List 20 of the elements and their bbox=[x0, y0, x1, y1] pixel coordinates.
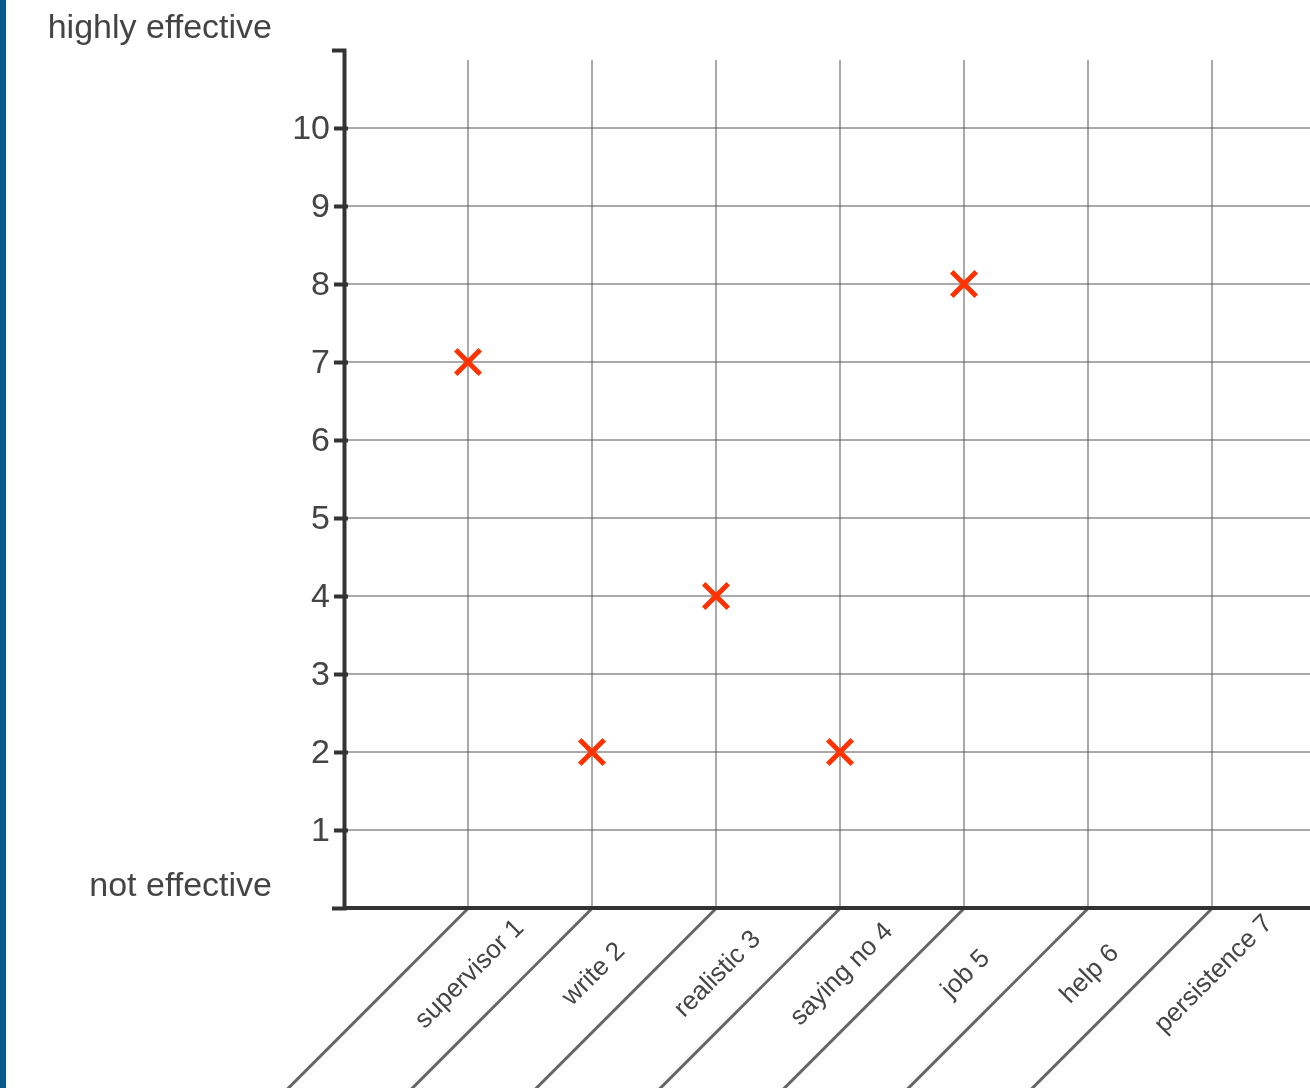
y-tick-label: 5 bbox=[311, 498, 330, 537]
point bbox=[826, 738, 854, 766]
y-tick-label: 2 bbox=[311, 732, 330, 771]
y-tick-label: 1 bbox=[311, 810, 330, 849]
x-tick-label: help 6 bbox=[1052, 937, 1125, 1009]
y-tick-label: 6 bbox=[311, 420, 330, 459]
y-tick-label: 10 bbox=[292, 108, 330, 147]
point bbox=[578, 738, 606, 766]
x-tick-label: write 2 bbox=[554, 935, 631, 1012]
point bbox=[950, 270, 978, 298]
point bbox=[454, 348, 482, 376]
y-tick-label: 3 bbox=[311, 654, 330, 693]
point bbox=[702, 582, 730, 610]
y-tick-label: 7 bbox=[311, 342, 330, 381]
y-tick-label: 9 bbox=[311, 186, 330, 225]
text: not effective bbox=[89, 865, 272, 903]
text: highly effective bbox=[47, 7, 272, 45]
y-tick-label: 8 bbox=[311, 264, 330, 303]
x-tick-label: job 5 bbox=[933, 942, 996, 1005]
y-tick-label: 4 bbox=[311, 576, 330, 615]
